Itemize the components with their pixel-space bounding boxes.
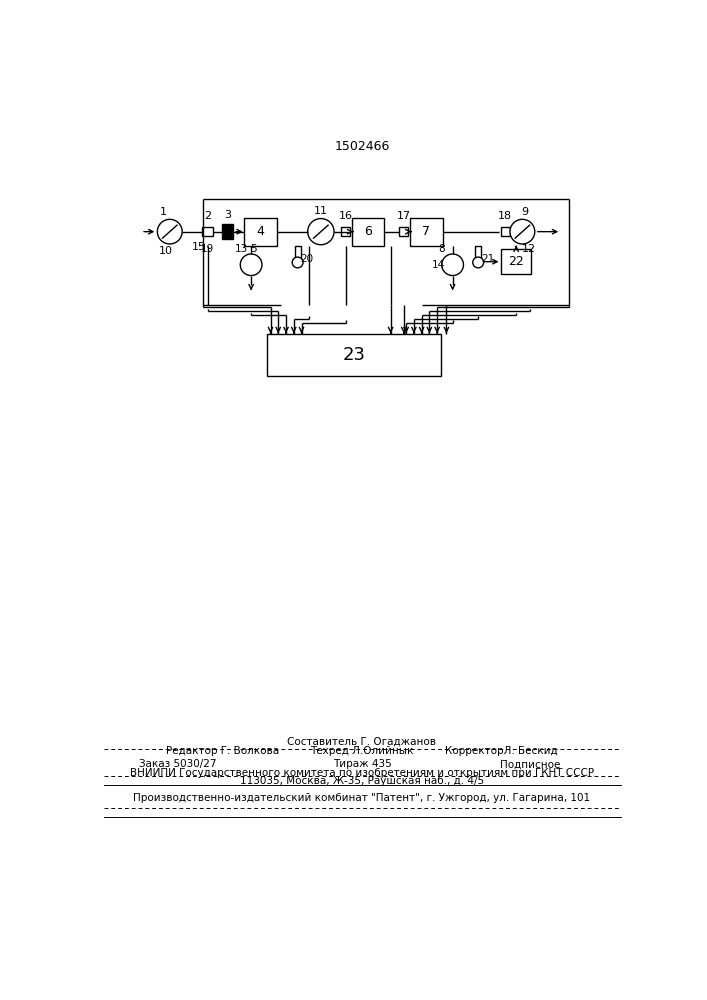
Bar (267, 334, 441, 376)
Text: Заказ 5030/27: Заказ 5030/27 (139, 759, 216, 769)
Bar (410, 218, 443, 246)
Text: 5: 5 (250, 244, 257, 254)
Circle shape (240, 254, 262, 276)
Text: 12: 12 (522, 244, 536, 254)
Text: 19: 19 (201, 244, 214, 254)
Text: 3: 3 (224, 210, 231, 220)
Text: Подписное: Подписное (500, 759, 561, 769)
Text: 1: 1 (160, 207, 167, 217)
Bar (501, 227, 510, 236)
Circle shape (473, 257, 484, 268)
Text: КорректорЛ. Бескид: КорректорЛ. Бескид (445, 746, 558, 756)
Text: 15: 15 (192, 242, 206, 252)
Circle shape (292, 257, 303, 268)
Text: Тираж 435: Тираж 435 (332, 759, 392, 769)
Text: 20: 20 (300, 254, 313, 264)
Circle shape (158, 219, 182, 244)
Text: 9: 9 (521, 207, 528, 217)
Bar (341, 227, 351, 236)
Text: 21: 21 (481, 254, 494, 264)
Text: 8: 8 (438, 244, 445, 254)
Bar (399, 227, 409, 236)
Text: 22: 22 (508, 255, 524, 268)
Text: 2: 2 (204, 211, 211, 221)
Bar (295, 246, 300, 260)
Text: 17: 17 (397, 211, 411, 221)
Text: 13: 13 (235, 244, 248, 254)
Text: ВНИИПИ Государственного комитета по изобретениям и открытиям при ГКНТ СССР: ВНИИПИ Государственного комитета по изоб… (130, 768, 594, 778)
Text: 7: 7 (422, 225, 431, 238)
Text: Редактор Г. Волкова: Редактор Г. Волкова (166, 746, 279, 756)
Text: 4: 4 (257, 225, 264, 238)
Bar (352, 218, 385, 246)
Circle shape (442, 254, 464, 276)
Text: 113035, Москва, Ж-35, Раушская наб., д. 4/5: 113035, Москва, Ж-35, Раушская наб., д. … (240, 776, 484, 786)
Text: 1502466: 1502466 (334, 140, 390, 153)
Bar (244, 218, 276, 246)
Circle shape (510, 219, 534, 244)
Text: Техред Л.Олийнык: Техред Л.Олийнык (310, 746, 414, 756)
Circle shape (308, 219, 334, 245)
Text: 10: 10 (159, 246, 173, 256)
Text: Производственно-издательский комбинат "Патент", г. Ужгород, ул. Гагарина, 101: Производственно-издательский комбинат "П… (134, 793, 590, 803)
Bar (501, 249, 531, 274)
Text: 11: 11 (314, 206, 328, 216)
Text: 18: 18 (498, 211, 513, 221)
Text: 23: 23 (342, 346, 366, 364)
Text: 16: 16 (339, 211, 353, 221)
Bar (223, 224, 233, 239)
Bar (202, 227, 213, 236)
Text: Составитель Г. Огаджанов: Составитель Г. Огаджанов (288, 736, 436, 746)
Bar (475, 246, 481, 260)
Text: 6: 6 (364, 225, 372, 238)
Text: 14: 14 (432, 260, 445, 270)
